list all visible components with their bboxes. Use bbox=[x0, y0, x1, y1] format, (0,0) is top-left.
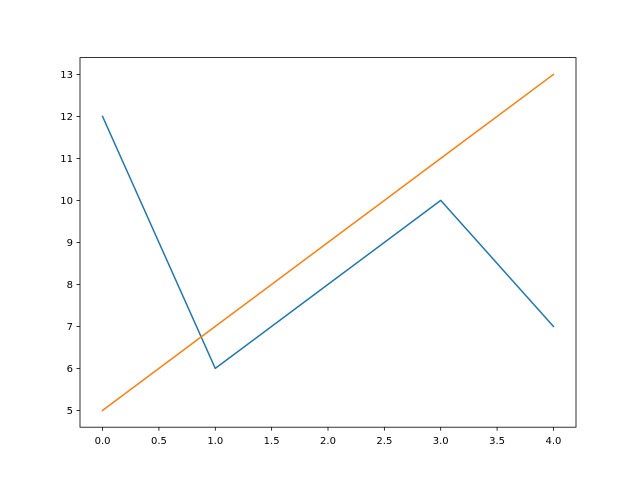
y-tick-label: 8 bbox=[67, 280, 73, 291]
y-tick-label: 7 bbox=[67, 322, 73, 333]
x-tick-label: 1.0 bbox=[207, 436, 223, 447]
x-tick-label: 3.0 bbox=[433, 436, 449, 447]
y-tick-label: 12 bbox=[60, 112, 73, 123]
y-tick-label: 5 bbox=[67, 406, 73, 417]
x-tick-label: 0.0 bbox=[95, 436, 111, 447]
x-tick-label: 2.5 bbox=[376, 436, 392, 447]
series-layer bbox=[101, 73, 555, 412]
y-tick-label: 11 bbox=[60, 154, 73, 165]
x-tick-label: 3.5 bbox=[489, 436, 505, 447]
y-tick-label: 13 bbox=[60, 70, 73, 81]
x-tick-label: 1.5 bbox=[264, 436, 280, 447]
y-axis: 5 6 7 8 9 10 11 12 13 bbox=[60, 70, 80, 417]
y-tick-label: 6 bbox=[67, 364, 73, 375]
x-tick-label: 4.0 bbox=[546, 436, 562, 447]
y-tick-label: 9 bbox=[67, 238, 73, 249]
x-tick-label: 0.5 bbox=[151, 436, 167, 447]
x-tick-label: 2.0 bbox=[320, 436, 336, 447]
series-line-2 bbox=[101, 73, 555, 412]
series-line-1 bbox=[101, 115, 555, 370]
x-axis: 0.0 0.5 1.0 1.5 2.0 2.5 3.0 3.5 4.0 bbox=[95, 427, 562, 447]
y-tick-label: 10 bbox=[60, 196, 73, 207]
